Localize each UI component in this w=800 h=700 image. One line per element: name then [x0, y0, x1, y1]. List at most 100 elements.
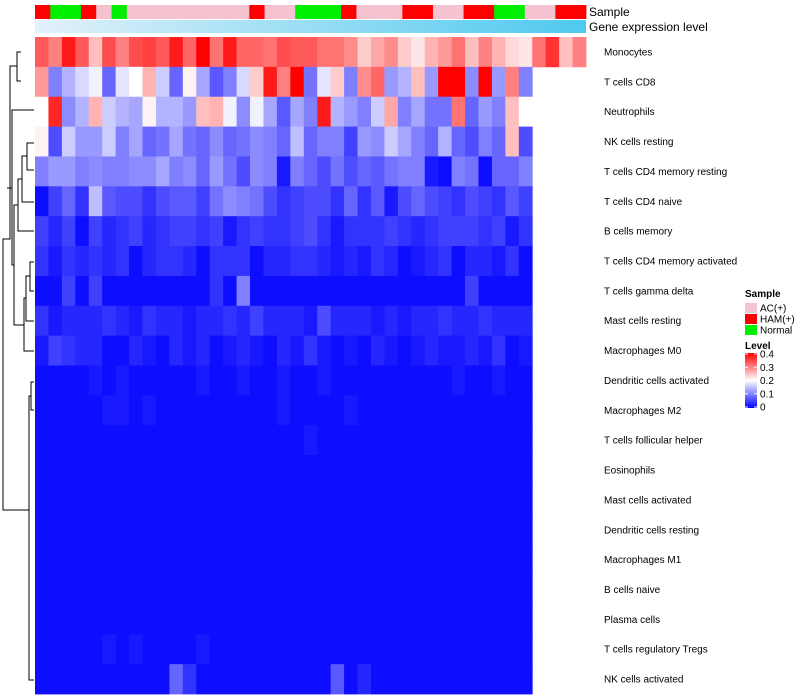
heatmap-cell: [451, 514, 466, 546]
heatmap-cell: [344, 395, 358, 426]
sample-legend-entry: AC(+): [760, 304, 786, 315]
heatmap-cell: [48, 275, 63, 307]
heatmap-cell: [357, 246, 372, 277]
heatmap-cell: [88, 96, 103, 127]
heatmap-cell: [330, 246, 345, 277]
heatmap-cell: [155, 634, 170, 665]
heatmap-cell: [48, 156, 63, 187]
heatmap-cell: [61, 216, 76, 247]
heatmap-cell: [209, 37, 224, 68]
heatmap-cell: [465, 484, 479, 516]
heatmap-cell: [397, 395, 412, 426]
heatmap-cell: [518, 425, 533, 456]
heatmap-cell: [129, 305, 143, 337]
heatmap-cell: [478, 96, 493, 127]
heatmap-cell: [384, 186, 399, 217]
sample-annotation-bar: [35, 5, 587, 19]
heatmap-cell: [276, 96, 291, 127]
heatmap-cell: [223, 186, 237, 217]
heatmap-cell: [491, 96, 506, 127]
heatmap-cell: [384, 126, 399, 157]
dendrogram-branch: [2, 238, 29, 511]
heatmap-cell: [102, 96, 117, 127]
heatmap-cell: [236, 544, 251, 575]
heatmap-cell: [102, 246, 117, 277]
heatmap-cell: [317, 455, 332, 486]
heatmap-cell: [61, 365, 76, 396]
heatmap-cell: [102, 544, 117, 575]
heatmap-cell: [102, 634, 117, 665]
heatmap-cell: [478, 37, 493, 68]
heatmap-cell: [357, 664, 372, 695]
heatmap-cell: [250, 544, 264, 575]
heatmap-cell: [75, 634, 90, 665]
heatmap-cell: [155, 574, 170, 605]
heatmap-cell: [142, 484, 157, 516]
heatmap-cell: [451, 395, 466, 426]
sample-annotation-cell: [126, 5, 143, 19]
heatmap-cell: [61, 604, 76, 635]
heatmap-cell: [330, 305, 345, 337]
heatmap-cell: [223, 455, 237, 486]
sample-annotation-cell: [218, 5, 235, 19]
heatmap-cell: [478, 514, 493, 546]
heatmap-cell: [317, 664, 332, 695]
heatmap-cell: [35, 664, 49, 695]
heatmap-cell: [115, 305, 130, 337]
heatmap-cell: [169, 216, 184, 247]
heatmap-cell: [155, 96, 170, 127]
heatmap-cell: [370, 246, 385, 277]
heatmap-cell: [169, 66, 184, 98]
heatmap-cell: [102, 604, 117, 635]
dendrogram-branch: [26, 142, 34, 171]
heatmap-cell: [169, 664, 184, 695]
heatmap-cell: [317, 514, 332, 546]
heatmap-cell: [478, 425, 493, 456]
heatmap-cell: [451, 574, 466, 605]
heatmap-cell: [384, 574, 399, 605]
heatmap-cell: [465, 664, 479, 695]
heatmap-cell: [61, 186, 76, 217]
heatmap-cell: [115, 37, 130, 68]
heatmap-cell: [88, 664, 103, 695]
sample-annotation-cell: [111, 5, 128, 19]
heatmap-cell: [317, 275, 332, 307]
heatmap-cell: [142, 664, 157, 695]
heatmap-cell: [88, 216, 103, 247]
heatmap-cell: [317, 335, 332, 366]
heatmap-cell: [236, 96, 251, 127]
heatmap-cell: [344, 335, 358, 366]
heatmap-cell: [196, 664, 211, 695]
heatmap-cell: [290, 335, 305, 366]
heatmap-cell: [169, 544, 184, 575]
heatmap-cell: [330, 126, 345, 157]
heatmap-cell: [451, 37, 466, 68]
row-dendrogram: [2, 51, 34, 681]
heatmap-cell: [330, 66, 345, 98]
sample-annotation-cell: [35, 5, 51, 19]
heatmap-cell: [169, 305, 184, 337]
dendrogram-branch: [16, 51, 21, 82]
heatmap-cell: [344, 96, 358, 127]
sample-legend: AC(+)HAM(+)Normal: [745, 303, 795, 337]
heatmap-cell: [330, 514, 345, 546]
heatmap-cell: [236, 246, 251, 277]
heatmap-cell: [505, 425, 520, 456]
heatmap-cell: [411, 664, 426, 695]
heatmap-cell: [411, 37, 426, 68]
heatmap-cell: [505, 126, 520, 157]
heatmap-cell: [411, 514, 426, 546]
heatmap-cell: [48, 365, 63, 396]
heatmap-cell: [129, 455, 143, 486]
sample-annotation-cell: [448, 5, 464, 19]
heatmap-cell: [303, 604, 318, 635]
heatmap-cell: [102, 395, 117, 426]
heatmap-cell: [142, 574, 157, 605]
heatmap-cell: [155, 246, 170, 277]
heatmap-cell: [75, 455, 90, 486]
heatmap-cell: [384, 664, 399, 695]
sample-annotation-cell: [356, 5, 373, 19]
heatmap-cell: [344, 425, 358, 456]
row-label: Mast cells activated: [604, 495, 691, 506]
heatmap-cell: [35, 96, 49, 127]
